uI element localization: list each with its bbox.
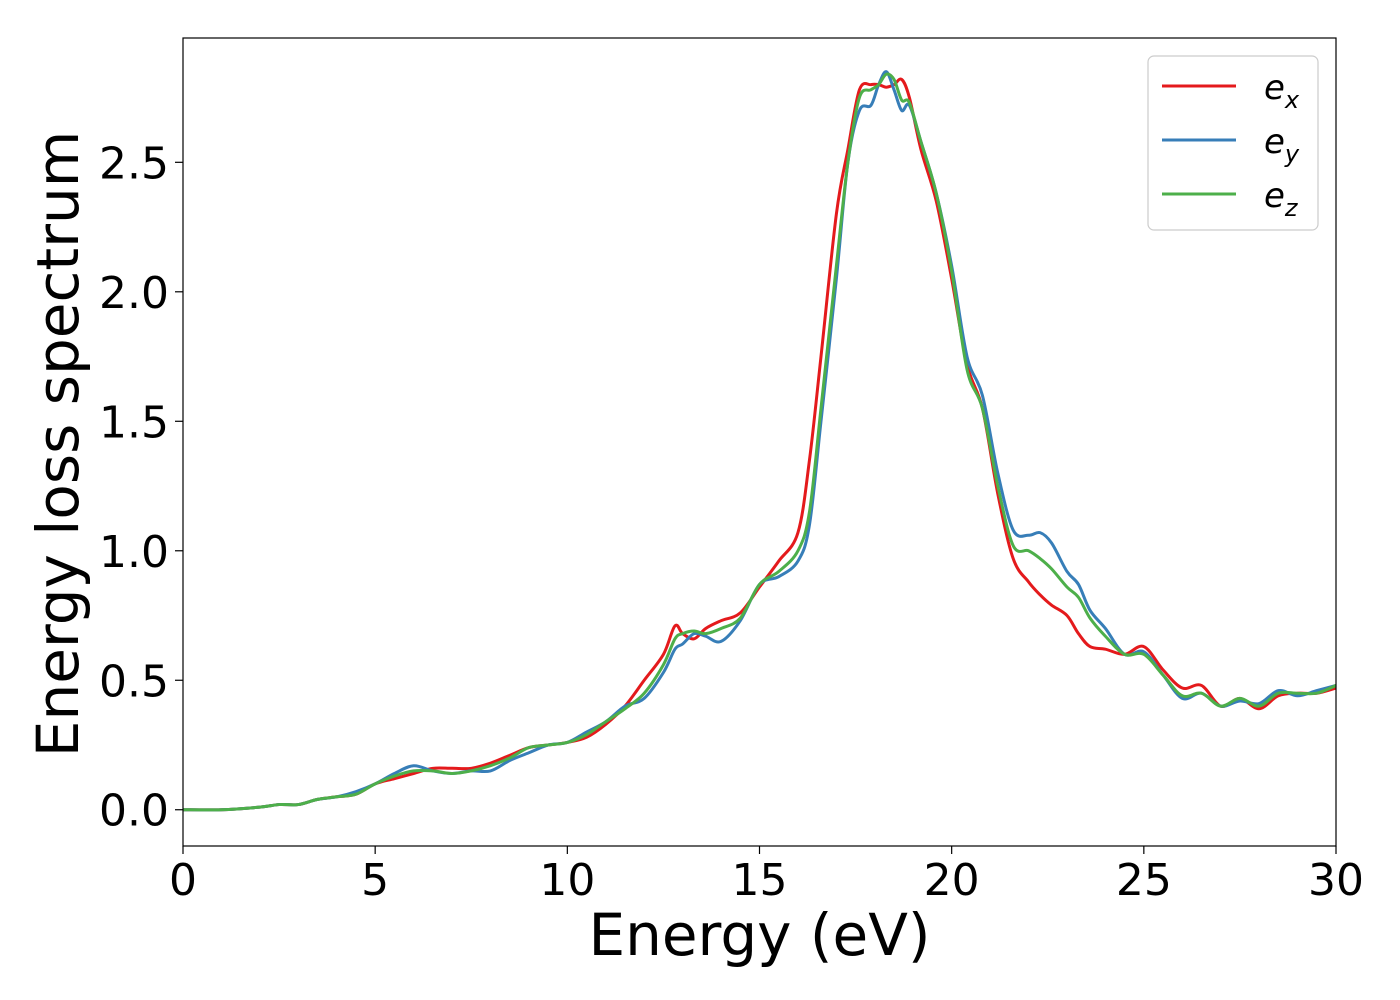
y-tick-label: 1.5	[99, 397, 169, 448]
axis-ticks: 0 5 10 15 20 25 30 0.0 0.5 1.0 1.5 2.0 2.5	[99, 138, 1364, 906]
series-line-ex	[183, 77, 1336, 812]
x-axis-label: Energy (eV)	[588, 901, 930, 969]
series-line-ez	[183, 72, 1336, 812]
legend-box	[1147, 55, 1319, 231]
x-tick-label: 30	[1308, 855, 1364, 906]
y-tick-label: 2.0	[99, 268, 169, 319]
y-tick-label: 2.5	[99, 138, 169, 189]
x-tick-label: 10	[539, 855, 595, 906]
y-tick-label: 1.0	[99, 527, 169, 578]
y-tick-label: 0.0	[99, 786, 169, 837]
y-tick-label: 0.5	[99, 656, 169, 707]
plot-area	[183, 70, 1336, 812]
x-tick-label: 20	[924, 855, 980, 906]
x-tick-label: 25	[1116, 855, 1172, 906]
y-axis-label: Energy loss spectrum	[24, 131, 92, 757]
x-tick-label: 0	[169, 855, 197, 906]
x-tick-label: 5	[361, 855, 389, 906]
x-tick-label: 15	[732, 855, 788, 906]
